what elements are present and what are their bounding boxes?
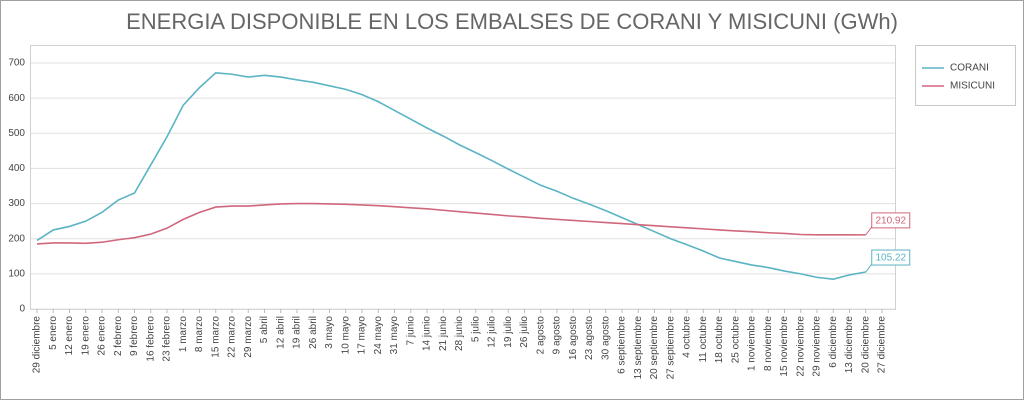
x-tick-label: 27 diciembre xyxy=(877,316,888,374)
x-tick-label: 12 julio xyxy=(487,316,498,348)
x-tick-label: 3 mayo xyxy=(324,316,335,349)
x-tick-label: 5 enero xyxy=(48,316,59,350)
value-label-box xyxy=(871,249,911,266)
label-leader xyxy=(865,263,873,273)
legend-label: CORANI xyxy=(950,63,989,74)
x-tick-label: 22 marzo xyxy=(227,316,238,358)
series-line xyxy=(36,72,866,280)
x-tick-label: 6 septiembre xyxy=(617,316,628,374)
x-tick-label: 1 marzo xyxy=(178,316,189,353)
x-tick-label: 15 marzo xyxy=(210,316,221,358)
x-tick-label: 23 agosto xyxy=(584,316,595,360)
series-line xyxy=(36,202,866,245)
x-tick-label: 31 mayo xyxy=(389,316,400,355)
x-tick-label: 2 febrero xyxy=(113,316,124,356)
x-tick-label: 8 noviembre xyxy=(763,316,774,371)
legend-label: MISICUNI xyxy=(950,81,995,92)
value-label: 105.22 xyxy=(875,253,906,264)
x-tick-label: 4 octubre xyxy=(682,316,693,358)
x-tick-label: 1 noviembre xyxy=(747,316,758,371)
x-tick-label: 9 agosto xyxy=(552,316,563,355)
x-tick-label: 26 enero xyxy=(97,316,108,356)
x-tick-label: 28 junio xyxy=(454,316,465,351)
y-tick-label: 600 xyxy=(8,93,25,104)
x-tick-label: 19 enero xyxy=(80,316,91,356)
x-tick-label: 11 octubre xyxy=(698,316,709,363)
x-tick-label: 12 enero xyxy=(64,316,75,356)
x-tick-label: 19 abril xyxy=(292,316,303,349)
x-tick-label: 29 diciembre xyxy=(32,316,43,374)
x-tick-label: 12 abril xyxy=(275,316,286,349)
x-tick-label: 13 septiembre xyxy=(633,316,644,380)
y-tick-label: 700 xyxy=(8,58,25,69)
y-tick-label: 500 xyxy=(8,128,25,139)
legend xyxy=(915,45,1016,106)
y-tick-label: 200 xyxy=(8,233,25,244)
x-tick-label: 2 agosto xyxy=(535,316,546,355)
x-tick-label: 6 diciembre xyxy=(828,316,839,368)
x-tick-label: 19 julio xyxy=(503,316,514,348)
x-tick-label: 26 abril xyxy=(308,316,319,349)
label-leader xyxy=(865,226,873,236)
x-tick-label: 10 mayo xyxy=(340,316,351,355)
x-tick-label: 30 agosto xyxy=(600,316,611,360)
x-tick-label: 13 diciembre xyxy=(844,316,855,374)
x-tick-label: 5 julio xyxy=(470,316,481,343)
x-tick-label: 16 febrero xyxy=(145,316,156,362)
x-tick-label: 16 agosto xyxy=(568,316,579,360)
x-tick-label: 17 mayo xyxy=(357,316,368,355)
x-tick-label: 7 junio xyxy=(405,316,416,346)
y-tick-label: 300 xyxy=(8,198,25,209)
x-tick-label: 20 diciembre xyxy=(860,316,871,374)
x-tick-label: 26 julio xyxy=(519,316,530,348)
x-tick-label: 24 mayo xyxy=(373,316,384,355)
x-tick-label: 29 noviembre xyxy=(812,316,823,377)
y-tick-label: 0 xyxy=(19,304,25,315)
x-tick-label: 5 abril xyxy=(259,316,270,343)
y-tick-label: 100 xyxy=(8,268,25,279)
x-tick-label: 21 junio xyxy=(438,316,449,351)
x-tick-label: 8 marzo xyxy=(194,316,205,353)
x-tick-label: 15 noviembre xyxy=(779,316,790,377)
y-tick-label: 400 xyxy=(8,163,25,174)
value-label-box xyxy=(871,212,911,229)
x-tick-label: 29 marzo xyxy=(243,316,254,358)
x-tick-label: 18 octubre xyxy=(714,316,725,364)
x-tick-label: 20 septiembre xyxy=(649,316,660,380)
x-tick-label: 25 octubre xyxy=(730,316,741,364)
x-tick-label: 27 septiembre xyxy=(665,316,676,380)
x-tick-label: 14 junio xyxy=(422,316,433,351)
x-tick-label: 22 noviembre xyxy=(795,316,806,377)
x-tick-label: 9 febrero xyxy=(129,316,140,356)
value-label: 210.92 xyxy=(875,216,906,227)
x-tick-label: 23 febrero xyxy=(162,316,173,362)
chart-title: ENERGIA DISPONIBLE EN LOS EMBALSES DE CO… xyxy=(126,9,898,34)
